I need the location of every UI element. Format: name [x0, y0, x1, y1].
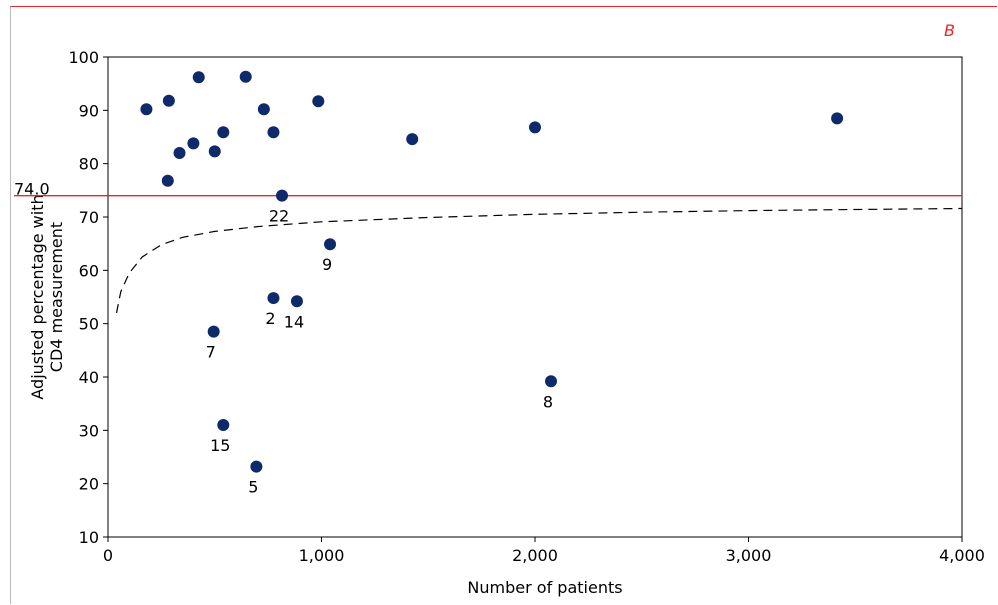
data-point [267, 292, 280, 305]
point-label: 7 [206, 343, 216, 362]
data-point [276, 189, 289, 202]
panel-label: B [944, 21, 955, 40]
x-tick-label: 1,000 [299, 546, 345, 565]
data-point [529, 121, 541, 134]
x-axis-ticks: 0 1,000 2,000 3,000 4,000 [103, 537, 985, 565]
data-point [312, 95, 325, 108]
data-point [267, 126, 280, 139]
data-point [324, 238, 337, 251]
data-point [207, 325, 220, 338]
x-tick-label: 0 [103, 546, 113, 565]
x-axis-label: Number of patients [467, 578, 622, 597]
data-point [162, 94, 175, 107]
reference-line-label: 74.0 [14, 180, 50, 199]
data-point [187, 137, 200, 150]
y-tick-label: 90 [79, 101, 99, 120]
data-points [140, 70, 844, 473]
y-axis-ticks: 10 20 30 40 50 60 70 80 90 100 [68, 48, 108, 547]
chart-frame [10, 6, 997, 604]
data-point [831, 112, 844, 125]
y-tick-label: 30 [79, 421, 99, 440]
data-point [257, 103, 270, 116]
y-axis-label-line-1: Adjusted percentage with [28, 194, 47, 399]
point-label: 15 [210, 436, 230, 455]
y-axis-label: Adjusted percentage with CD4 measurement [28, 194, 66, 399]
data-point [217, 126, 230, 139]
reference-line-group: 74.0 [14, 180, 962, 199]
data-point [406, 133, 419, 146]
y-tick-label: 10 [79, 528, 99, 547]
data-point [140, 103, 153, 116]
data-point [208, 145, 221, 158]
data-point [239, 70, 252, 83]
x-tick-label: 4,000 [939, 546, 985, 565]
data-point [161, 174, 174, 187]
x-tick-label: 3,000 [726, 546, 772, 565]
data-point [250, 460, 263, 473]
point-label: 22 [269, 207, 289, 226]
y-tick-label: 100 [68, 48, 99, 67]
y-tick-label: 50 [79, 315, 99, 334]
data-point [290, 295, 303, 308]
data-point [545, 375, 558, 388]
data-point [217, 419, 230, 431]
y-tick-label: 70 [79, 208, 99, 227]
y-tick-label: 60 [79, 261, 99, 280]
data-point [192, 71, 205, 84]
data-point [173, 147, 186, 159]
threshold-curve [115, 207, 963, 314]
y-axis-label-line-2: CD4 measurement [47, 222, 66, 372]
y-tick-label: 40 [79, 368, 99, 387]
y-tick-label: 20 [79, 475, 99, 494]
point-label: 8 [543, 392, 553, 411]
x-tick-label: 2,000 [512, 546, 558, 565]
threshold-curve-group [115, 207, 963, 314]
y-tick-label: 80 [79, 155, 99, 174]
point-label: 9 [322, 255, 332, 274]
point-label: 2 [265, 309, 275, 328]
point-label: 5 [248, 478, 258, 497]
point-label: 14 [284, 312, 304, 331]
